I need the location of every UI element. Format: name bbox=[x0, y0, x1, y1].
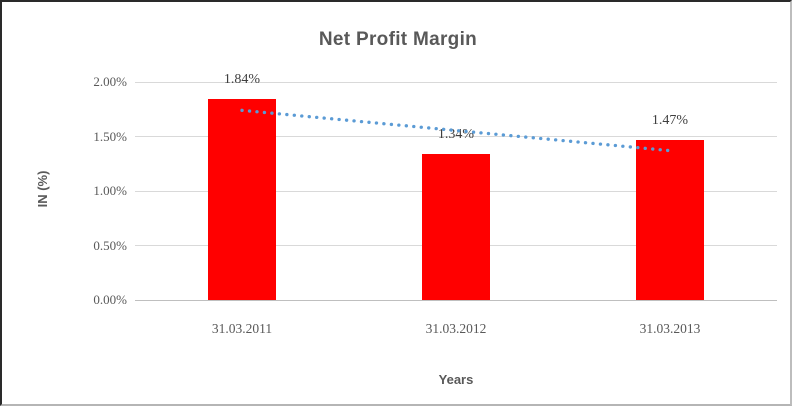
x-tick-label: 31.03.2011 bbox=[211, 321, 273, 336]
data-label: 1.47% bbox=[651, 112, 689, 128]
y-tick-label: 1.00% bbox=[93, 183, 127, 198]
y-tick-label: 0.00% bbox=[93, 292, 127, 307]
trendline bbox=[240, 108, 672, 153]
chart-title: Net Profit Margin bbox=[318, 29, 478, 50]
y-tick-label: 2.00% bbox=[93, 74, 127, 89]
bar-31.03.2012 bbox=[422, 153, 490, 300]
x-axis-line bbox=[135, 299, 777, 301]
x-tick-label: 31.03.2012 bbox=[425, 321, 487, 336]
bar-31.03.2011 bbox=[208, 99, 276, 300]
y-tick-label: 1.50% bbox=[93, 128, 127, 144]
x-tick-label: 31.03.2013 bbox=[639, 321, 701, 336]
bar-31.03.2013 bbox=[636, 139, 704, 300]
data-label: 1.84% bbox=[223, 72, 261, 88]
gridline bbox=[135, 81, 777, 83]
gridline bbox=[135, 136, 777, 137]
x-axis-title: Years bbox=[438, 372, 474, 387]
y-tick-label: 0.50% bbox=[93, 237, 127, 253]
y-axis-title: IN (%) bbox=[35, 170, 50, 208]
plot-area: 1.84% 1.34% 1.47% bbox=[135, 72, 777, 301]
